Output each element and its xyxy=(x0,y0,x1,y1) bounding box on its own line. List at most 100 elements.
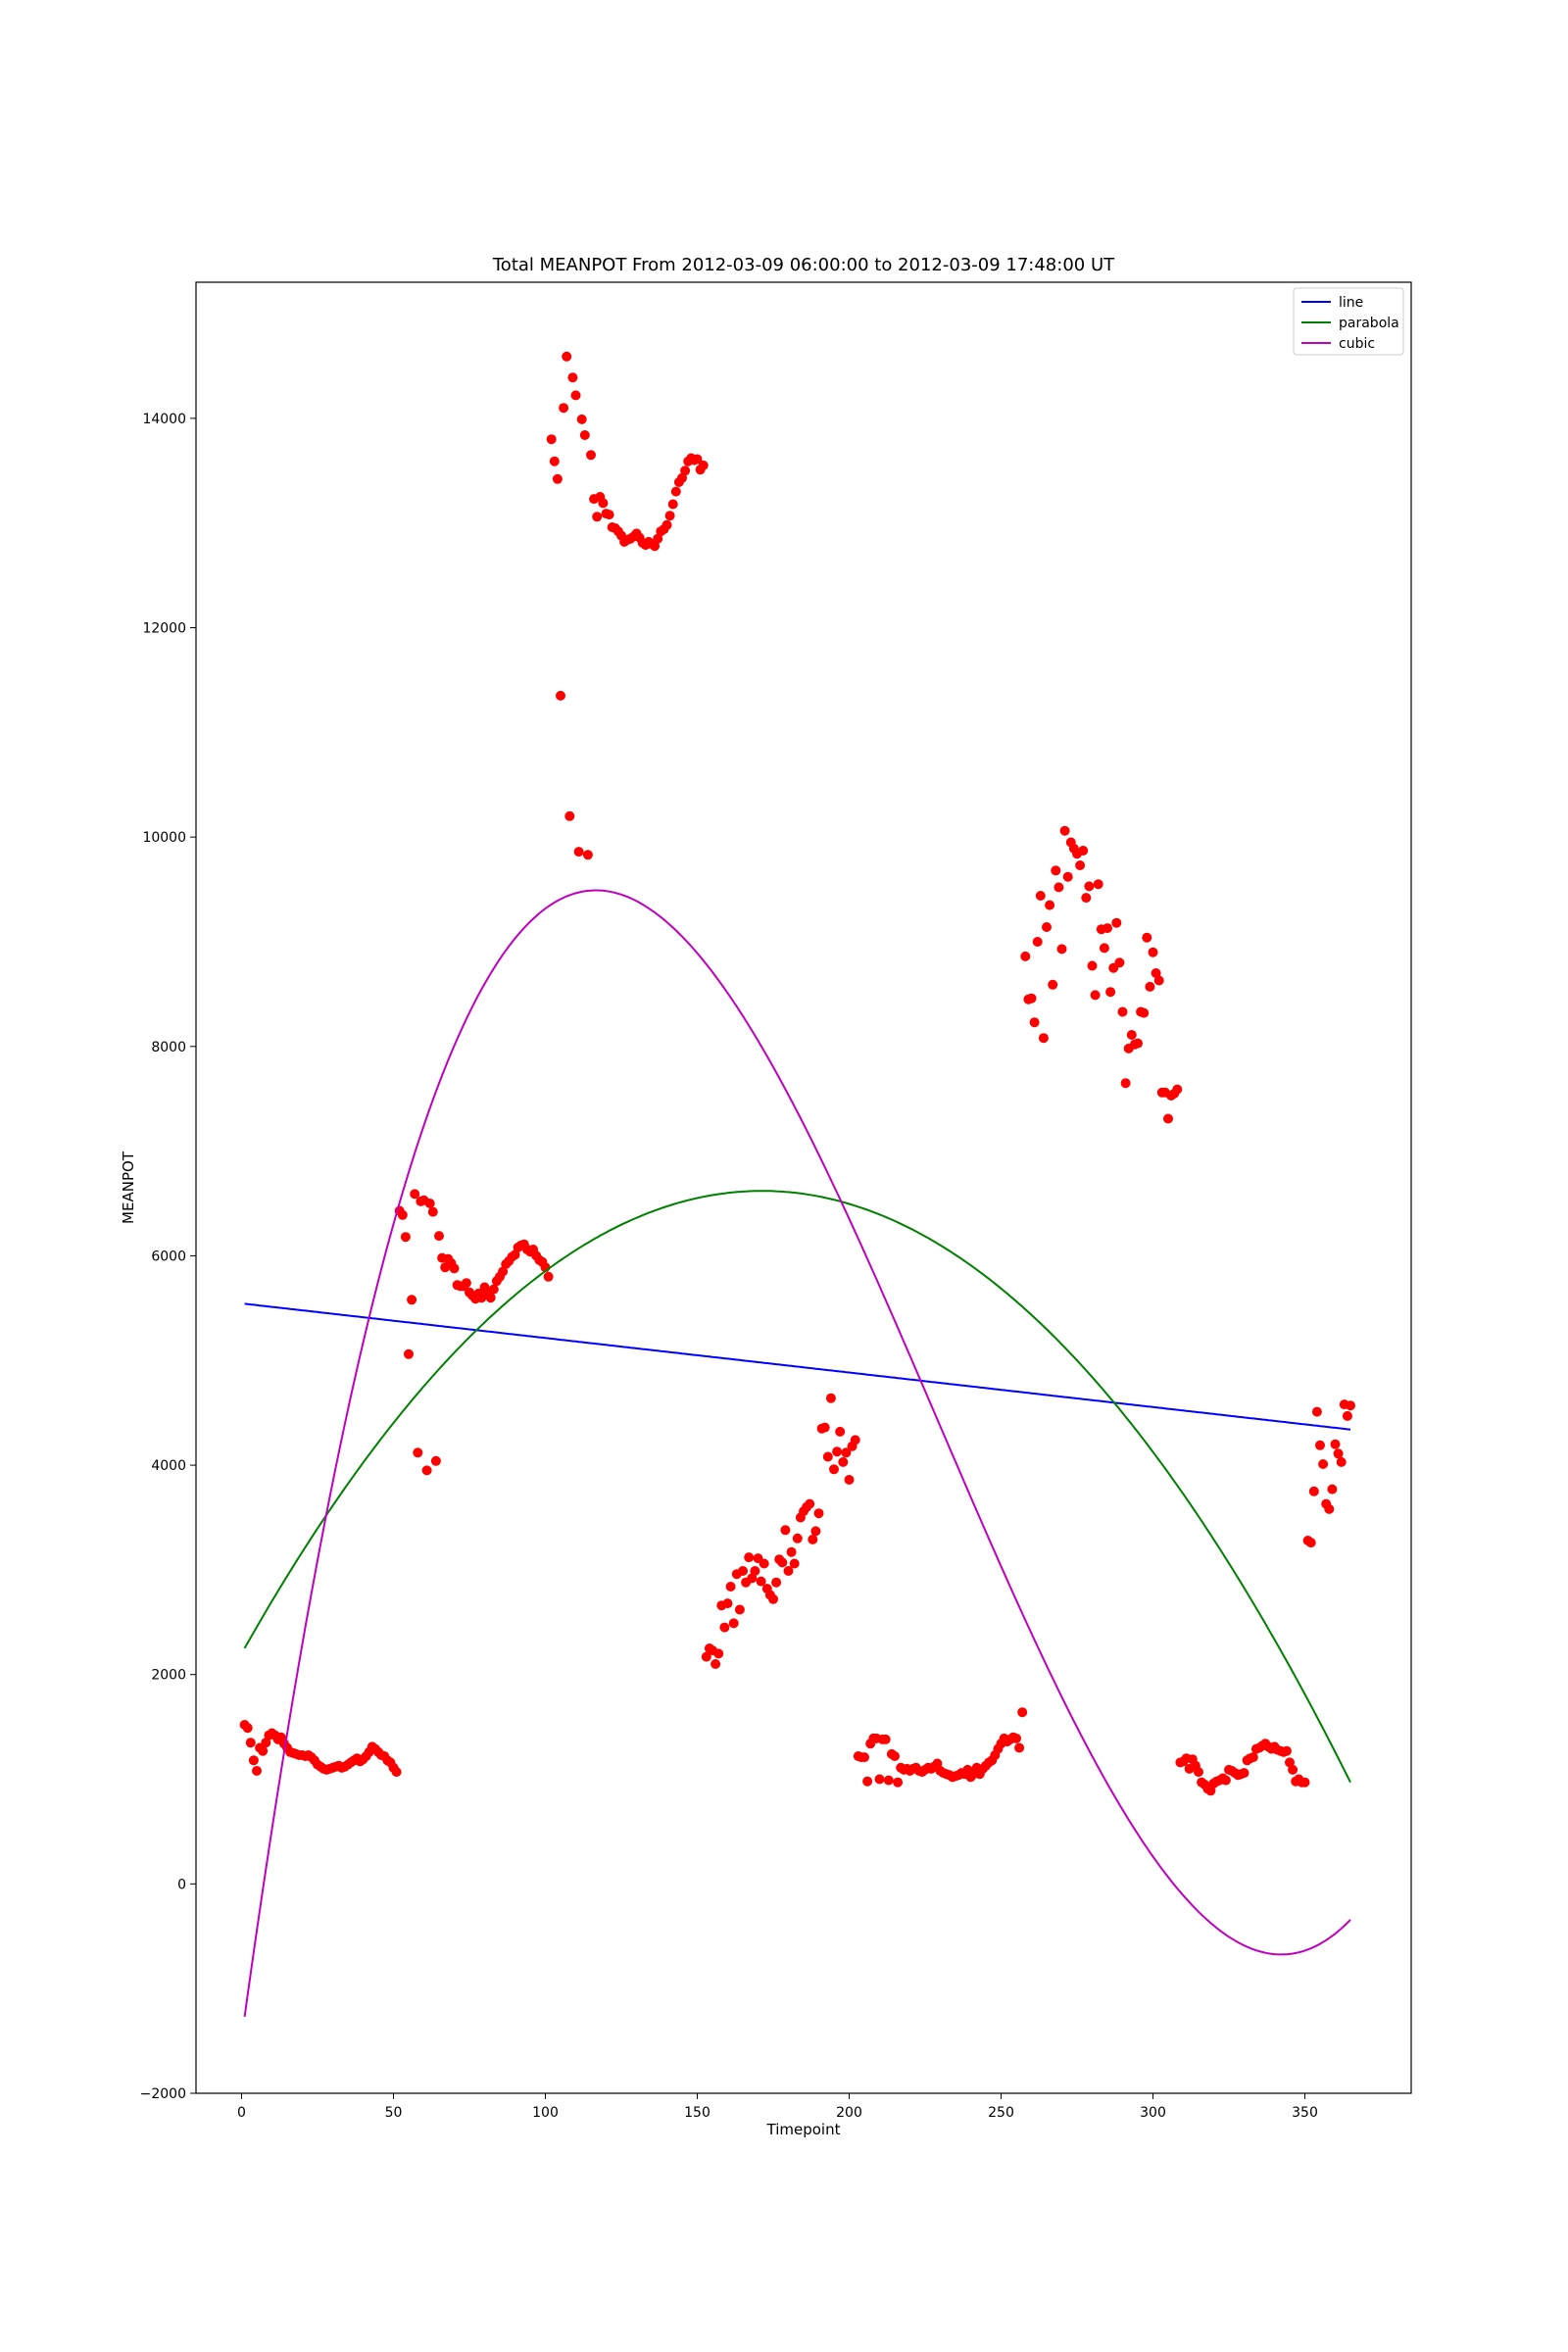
data-point xyxy=(1133,1038,1143,1049)
data-point xyxy=(825,1393,836,1403)
data-point xyxy=(579,430,590,440)
data-point xyxy=(1099,943,1109,954)
data-point xyxy=(1090,990,1101,1001)
data-point xyxy=(1051,865,1061,876)
y-tick-label: 6000 xyxy=(151,1249,186,1264)
data-point xyxy=(1062,871,1073,882)
data-point xyxy=(786,1546,797,1557)
data-point xyxy=(1056,944,1067,955)
data-point xyxy=(1120,1078,1131,1089)
data-point xyxy=(592,512,603,522)
data-point xyxy=(777,1557,788,1568)
data-point xyxy=(783,1566,794,1576)
data-point xyxy=(1148,947,1158,957)
data-point xyxy=(461,1278,471,1289)
legend-box xyxy=(1293,287,1404,356)
data-point xyxy=(805,1498,815,1509)
data-point xyxy=(258,1745,269,1756)
data-point xyxy=(859,1752,869,1763)
data-point xyxy=(1032,937,1043,947)
data-point xyxy=(667,499,678,510)
data-point xyxy=(841,1447,852,1458)
data-point xyxy=(488,1284,499,1295)
data-point xyxy=(434,1231,444,1242)
data-point xyxy=(713,1648,724,1659)
data-point xyxy=(701,1651,711,1662)
y-tick-label: 14000 xyxy=(142,412,186,427)
data-point xyxy=(1288,1764,1298,1775)
x-axis-label: Timepoint xyxy=(766,2121,841,2138)
data-point xyxy=(813,1508,824,1519)
x-tick-label: 50 xyxy=(385,2105,403,2121)
data-point xyxy=(1038,1033,1049,1044)
data-point xyxy=(449,1263,460,1274)
data-point xyxy=(756,1576,766,1587)
data-point xyxy=(1281,1745,1292,1756)
data-point xyxy=(559,403,569,414)
data-point xyxy=(485,1293,496,1303)
data-point xyxy=(391,1767,402,1778)
data-point xyxy=(710,1659,721,1669)
x-axis: 0 50 100 150 200 250 300 350 xyxy=(237,2093,1318,2121)
data-point xyxy=(862,1776,873,1787)
data-point xyxy=(698,460,709,470)
chart-title: Total MEANPOT From 2012-03-09 06:00:00 t… xyxy=(492,255,1115,275)
data-point xyxy=(1045,900,1055,910)
x-tick-label: 150 xyxy=(684,2105,710,2121)
x-tick-label: 100 xyxy=(532,2105,559,2121)
data-point xyxy=(1318,1459,1329,1469)
data-point xyxy=(1105,987,1116,998)
y-tick-label: 8000 xyxy=(151,1040,186,1055)
data-point xyxy=(932,1758,943,1769)
data-point xyxy=(838,1456,849,1467)
data-point xyxy=(883,1775,894,1786)
data-point xyxy=(1308,1486,1319,1496)
data-point xyxy=(1087,960,1098,971)
data-point xyxy=(1035,891,1046,901)
data-point xyxy=(424,1199,435,1208)
data-point xyxy=(1126,1030,1137,1040)
data-point xyxy=(543,1271,554,1282)
data-point xyxy=(874,1774,885,1785)
data-point xyxy=(650,541,661,552)
data-point xyxy=(1081,893,1092,904)
data-point xyxy=(407,1295,417,1305)
data-point xyxy=(744,1552,755,1563)
data-point xyxy=(421,1465,432,1476)
data-point xyxy=(670,486,681,497)
data-point xyxy=(1153,975,1164,986)
data-point xyxy=(664,511,675,521)
data-point xyxy=(248,1755,259,1766)
data-point xyxy=(1102,923,1112,934)
data-point xyxy=(556,690,565,701)
y-tick-label: 2000 xyxy=(151,1668,186,1684)
data-point xyxy=(261,1738,271,1748)
data-point xyxy=(1315,1440,1325,1450)
y-tick-label: 0 xyxy=(177,1877,186,1892)
data-point xyxy=(1084,881,1095,892)
data-point xyxy=(1336,1456,1347,1467)
x-tick-label: 200 xyxy=(836,2105,862,2121)
data-point xyxy=(738,1566,748,1576)
data-point xyxy=(832,1446,843,1457)
data-point xyxy=(552,473,563,484)
data-point xyxy=(562,351,572,362)
data-point xyxy=(1029,1017,1040,1028)
data-point xyxy=(725,1582,736,1592)
data-point xyxy=(692,454,703,465)
data-point xyxy=(835,1426,846,1437)
plot-frame xyxy=(195,281,1412,2094)
data-point xyxy=(808,1534,818,1544)
x-tick-label: 250 xyxy=(988,2105,1014,2121)
data-point xyxy=(722,1598,733,1609)
data-point xyxy=(780,1525,791,1536)
y-tick-label: −2000 xyxy=(140,2086,186,2102)
data-point xyxy=(1011,1733,1021,1743)
data-point xyxy=(1346,1400,1355,1411)
series-line-cubic xyxy=(243,889,1351,2018)
data-point xyxy=(662,519,672,530)
data-point xyxy=(549,456,560,466)
series-line-parabola xyxy=(243,1190,1351,1784)
data-point xyxy=(586,450,596,461)
